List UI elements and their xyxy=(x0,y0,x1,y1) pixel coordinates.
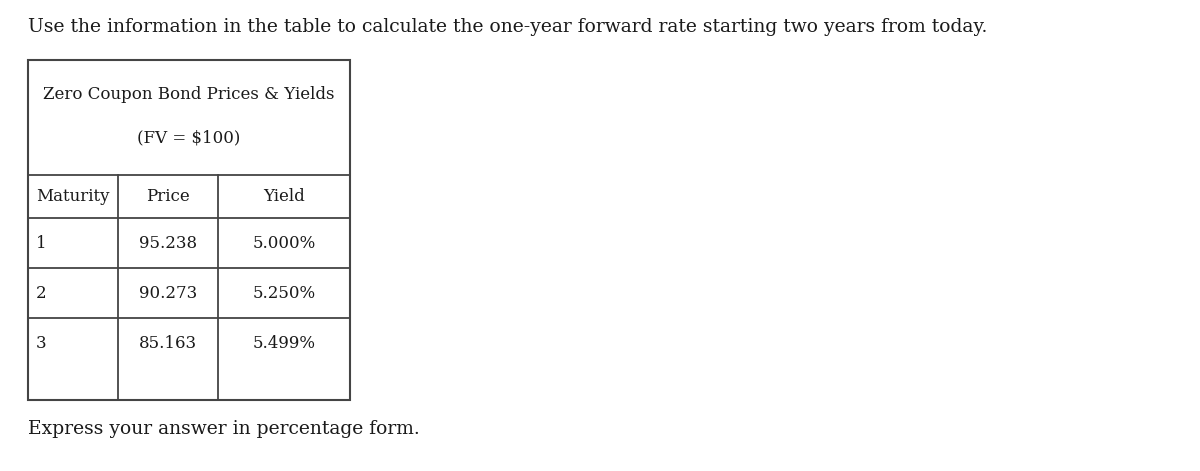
Text: 2: 2 xyxy=(36,284,47,301)
Text: Price: Price xyxy=(146,188,190,205)
Text: Express your answer in percentage form.: Express your answer in percentage form. xyxy=(28,420,420,438)
Text: Use the information in the table to calculate the one-year forward rate starting: Use the information in the table to calc… xyxy=(28,18,988,36)
Text: 95.238: 95.238 xyxy=(139,235,197,252)
Text: Zero Coupon Bond Prices & Yields: Zero Coupon Bond Prices & Yields xyxy=(43,86,335,103)
Text: 5.250%: 5.250% xyxy=(252,284,316,301)
Text: 1: 1 xyxy=(36,235,47,252)
Text: (FV = $100): (FV = $100) xyxy=(137,130,241,146)
Text: Yield: Yield xyxy=(263,188,305,205)
Text: 90.273: 90.273 xyxy=(139,284,197,301)
Bar xyxy=(28,60,350,400)
Text: 3: 3 xyxy=(36,334,47,351)
Text: 5.499%: 5.499% xyxy=(252,334,316,351)
Text: 85.163: 85.163 xyxy=(139,334,197,351)
Text: Maturity: Maturity xyxy=(36,188,109,205)
Text: 5.000%: 5.000% xyxy=(252,235,316,252)
